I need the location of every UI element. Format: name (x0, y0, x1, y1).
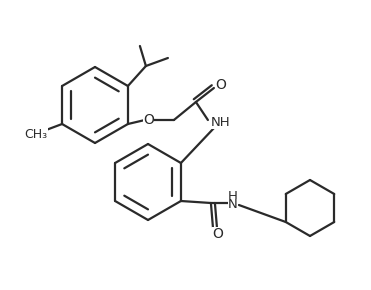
Text: NH: NH (211, 115, 231, 128)
Text: CH₃: CH₃ (24, 128, 47, 140)
Text: O: O (144, 113, 154, 127)
Text: N: N (228, 198, 238, 211)
Text: O: O (216, 78, 226, 92)
Text: H: H (228, 191, 238, 204)
Text: O: O (213, 227, 223, 241)
